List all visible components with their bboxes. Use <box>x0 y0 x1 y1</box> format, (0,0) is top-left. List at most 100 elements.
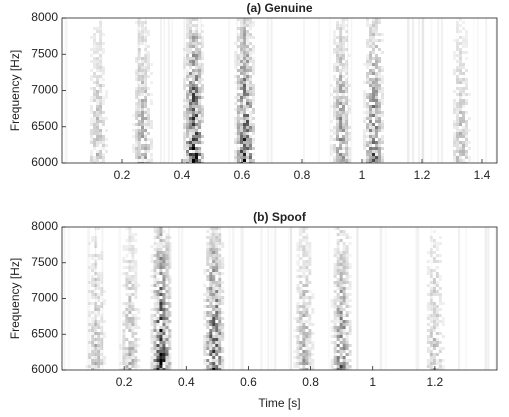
cell <box>91 263 94 266</box>
cell <box>156 236 159 239</box>
cell <box>349 263 352 266</box>
cell <box>144 162 147 165</box>
cell <box>150 123 153 126</box>
cell <box>331 335 334 338</box>
cell <box>366 144 369 147</box>
cell <box>311 353 314 356</box>
cell <box>427 338 430 341</box>
cell <box>305 368 308 371</box>
cell <box>91 344 94 347</box>
cell <box>138 156 141 159</box>
cell <box>90 75 93 78</box>
cell <box>198 75 201 78</box>
cell <box>212 362 215 365</box>
cell <box>201 117 204 120</box>
cell <box>337 263 340 266</box>
cell <box>138 141 141 144</box>
cell <box>237 78 240 81</box>
cell <box>150 269 153 272</box>
cell <box>131 266 134 269</box>
cell <box>168 362 171 365</box>
cell <box>237 81 240 84</box>
cell <box>439 296 442 299</box>
cell <box>212 245 215 248</box>
cell <box>237 60 240 63</box>
cell <box>240 126 243 129</box>
cell <box>381 81 384 84</box>
cell <box>125 359 128 362</box>
cell <box>198 141 201 144</box>
cell <box>249 102 252 105</box>
cell <box>156 305 159 308</box>
cell <box>192 90 195 93</box>
cell <box>134 350 137 353</box>
cell <box>302 362 305 365</box>
cell <box>93 27 96 30</box>
cell <box>456 150 459 153</box>
chart-title: (a) Genuine <box>246 1 312 15</box>
cell <box>183 78 186 81</box>
cell <box>339 75 342 78</box>
cell <box>334 353 337 356</box>
cell <box>165 314 168 317</box>
cell <box>246 75 249 78</box>
cell <box>348 138 351 141</box>
cell <box>165 296 168 299</box>
cell <box>90 153 93 156</box>
cell <box>302 302 305 305</box>
cell <box>369 96 372 99</box>
cell <box>153 326 156 329</box>
cell <box>94 236 97 239</box>
cell <box>311 341 314 344</box>
cell <box>147 162 150 165</box>
cell <box>198 63 201 66</box>
cell <box>430 269 433 272</box>
cell <box>218 326 221 329</box>
cell <box>221 323 224 326</box>
cell <box>96 96 99 99</box>
cell <box>336 66 339 69</box>
cell <box>237 162 240 165</box>
cell <box>246 132 249 135</box>
cell <box>159 305 162 308</box>
cell <box>150 332 153 335</box>
cell <box>138 102 141 105</box>
cell <box>102 33 105 36</box>
cell <box>221 242 224 245</box>
cell <box>91 347 94 350</box>
cell <box>465 84 468 87</box>
cell <box>183 84 186 87</box>
cell <box>90 159 93 162</box>
cell <box>378 117 381 120</box>
plot: 0.20.40.60.811.21.460006500700075008000(… <box>8 1 497 182</box>
cell <box>153 329 156 332</box>
cell <box>340 230 343 233</box>
cell <box>192 144 195 147</box>
cell <box>366 150 369 153</box>
cell <box>430 344 433 347</box>
cell <box>372 42 375 45</box>
cell <box>243 105 246 108</box>
cell <box>339 57 342 60</box>
background-streak <box>441 18 443 163</box>
cell <box>147 30 150 33</box>
cell <box>349 326 352 329</box>
cell <box>195 48 198 51</box>
cell <box>128 266 131 269</box>
cell <box>131 365 134 368</box>
cell <box>215 302 218 305</box>
cell <box>363 63 366 66</box>
cell <box>299 368 302 371</box>
cell <box>339 120 342 123</box>
cell <box>168 332 171 335</box>
cell <box>189 84 192 87</box>
cell <box>141 87 144 90</box>
cell <box>159 227 162 230</box>
cell <box>339 63 342 66</box>
cell <box>296 329 299 332</box>
cell <box>453 105 456 108</box>
cell <box>153 320 156 323</box>
cell <box>299 341 302 344</box>
cell <box>206 254 209 257</box>
cell <box>349 242 352 245</box>
